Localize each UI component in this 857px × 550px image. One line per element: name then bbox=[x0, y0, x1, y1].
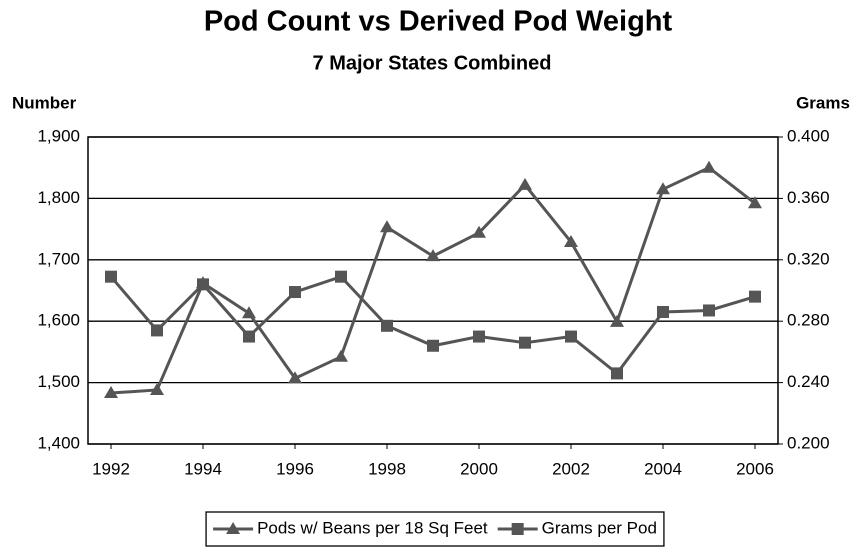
legend-label: Pods w/ Beans per 18 Sq Feet bbox=[257, 518, 488, 537]
marker bbox=[150, 382, 164, 395]
marker bbox=[105, 270, 117, 283]
marker bbox=[151, 324, 163, 337]
marker bbox=[702, 160, 716, 173]
marker bbox=[703, 304, 715, 317]
y2-axis-title: Grams bbox=[796, 93, 850, 112]
marker bbox=[472, 225, 486, 238]
y2-tick-label: 0.360 bbox=[787, 188, 830, 207]
marker bbox=[656, 182, 670, 195]
y2-tick-label: 0.400 bbox=[787, 126, 830, 145]
legend-label: Grams per Pod bbox=[542, 518, 657, 537]
x-tick-label: 1992 bbox=[92, 459, 130, 478]
marker bbox=[426, 249, 440, 262]
marker bbox=[519, 336, 531, 349]
y-tick-label: 1,500 bbox=[37, 372, 80, 391]
y-tick-label: 1,800 bbox=[37, 188, 80, 207]
x-tick-label: 2000 bbox=[460, 459, 498, 478]
marker bbox=[334, 349, 348, 362]
y-tick-label: 1,700 bbox=[37, 249, 80, 268]
marker bbox=[288, 371, 302, 384]
legend-box bbox=[205, 511, 665, 547]
y2-tick-label: 0.280 bbox=[787, 311, 830, 330]
marker bbox=[104, 386, 118, 399]
x-tick-label: 1994 bbox=[184, 459, 222, 478]
x-tick-label: 1998 bbox=[368, 459, 406, 478]
marker bbox=[335, 270, 347, 283]
marker bbox=[610, 314, 624, 327]
marker bbox=[518, 177, 532, 190]
marker bbox=[748, 196, 762, 209]
marker bbox=[242, 306, 256, 319]
marker bbox=[427, 339, 439, 352]
x-tick-label: 2006 bbox=[736, 459, 774, 478]
series-line bbox=[109, 274, 756, 376]
marker bbox=[197, 278, 209, 291]
marker bbox=[243, 330, 255, 343]
marker bbox=[564, 234, 578, 247]
chart-subtitle: 7 Major States Combined bbox=[313, 52, 552, 74]
legend: Pods w/ Beans per 18 Sq Feet Grams per Po… bbox=[205, 511, 665, 547]
marker bbox=[380, 220, 394, 233]
chart-title: Pod Count vs Derived Pod Weight bbox=[204, 6, 673, 38]
marker bbox=[226, 522, 241, 534]
y-tick-label: 1,400 bbox=[37, 433, 80, 452]
plot-border bbox=[87, 136, 779, 445]
y-tick-label: 1,900 bbox=[37, 126, 80, 145]
marker bbox=[289, 286, 301, 299]
y2-tick-label: 0.320 bbox=[787, 249, 830, 268]
y2-tick-label: 0.200 bbox=[787, 433, 830, 452]
marker bbox=[381, 319, 393, 332]
x-tick-label: 2002 bbox=[552, 459, 590, 478]
x-tick-label: 1996 bbox=[276, 459, 314, 478]
y2-tick-label: 0.240 bbox=[787, 372, 830, 391]
marker bbox=[473, 330, 485, 343]
x-tick-label: 2004 bbox=[644, 459, 682, 478]
marker bbox=[611, 367, 623, 380]
y-tick-label: 1,600 bbox=[37, 311, 80, 330]
marker bbox=[511, 523, 524, 535]
y-axis-title: Number bbox=[12, 93, 77, 112]
marker bbox=[657, 305, 669, 318]
marker bbox=[565, 330, 577, 343]
marker bbox=[749, 290, 761, 303]
